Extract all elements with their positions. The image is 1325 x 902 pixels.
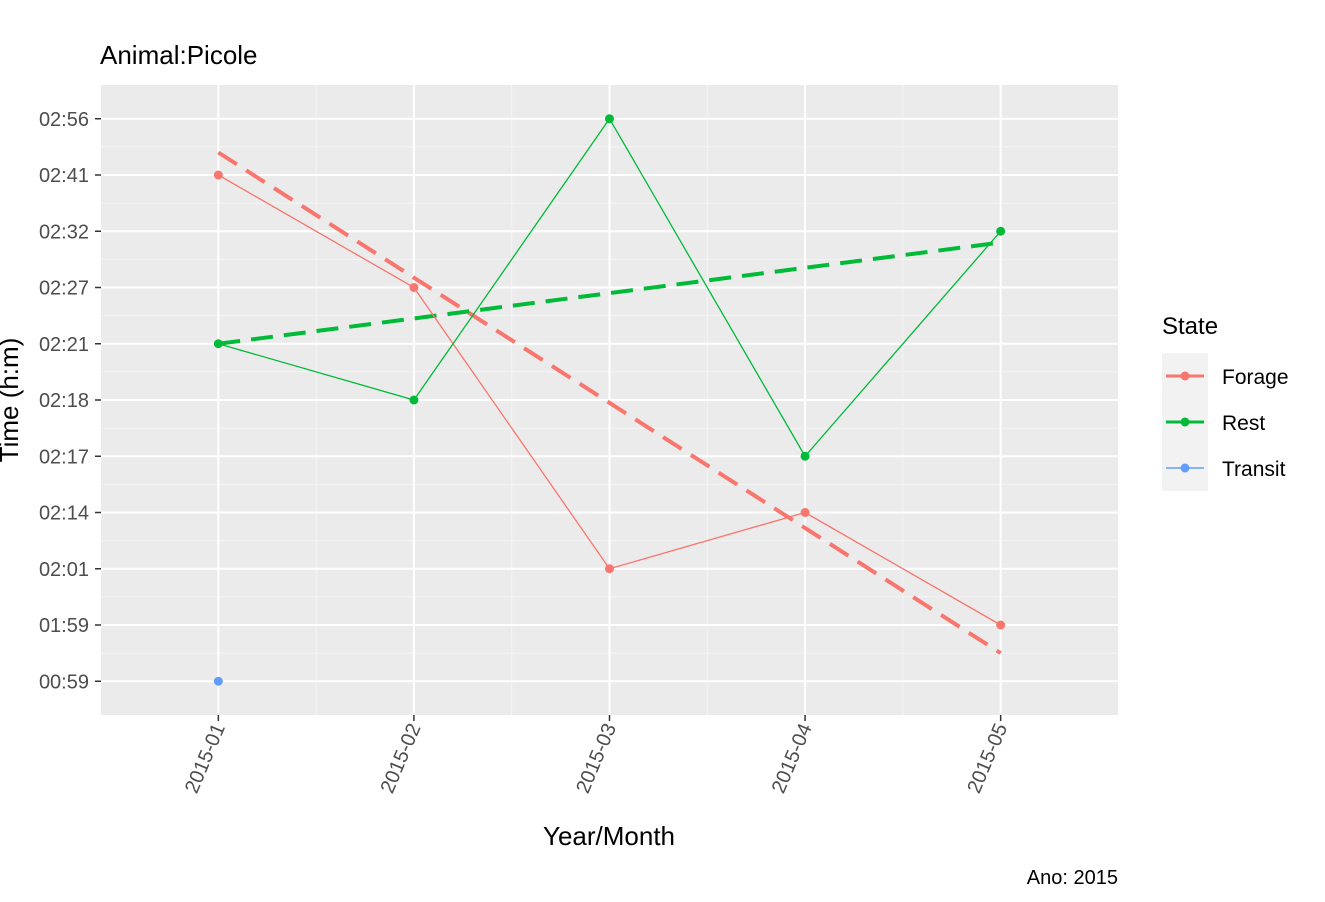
y-tick-label: 02:01 (39, 559, 89, 581)
x-tick-label: 2015-03 (572, 720, 621, 796)
y-tick-label: 02:21 (39, 334, 89, 356)
grid-lines (101, 85, 1118, 715)
y-tick-label: 02:14 (39, 503, 89, 525)
legend-key-point (1180, 417, 1190, 427)
data-point-forage (800, 508, 810, 517)
y-tick-label: 01:59 (39, 615, 89, 637)
legend: State Forage Rest Transit (1162, 313, 1289, 491)
chart-title: Animal:Picole (100, 40, 258, 70)
x-axis: 2015-01 2015-02 2015-03 2015-04 2015-05 (181, 715, 1012, 797)
y-axis-title: Time (h:m) (0, 338, 24, 463)
x-tick-label: 2015-01 (181, 720, 230, 796)
data-point-forage (996, 620, 1006, 630)
y-axis: 00:59 01:59 02:01 02:14 02:17 02:18 02:21 02:27… (39, 109, 101, 693)
data-point-forage (605, 564, 614, 574)
y-tick-label: 02:17 (39, 446, 89, 468)
legend-label: Forage (1222, 366, 1289, 389)
legend-key-point (1180, 371, 1190, 381)
data-point-forage (409, 283, 419, 292)
data-point-forage (213, 170, 223, 180)
y-tick-label: 02:32 (39, 221, 89, 243)
legend-title: State (1162, 313, 1218, 340)
data-point-rest (996, 226, 1006, 236)
y-tick-label: 02:27 (39, 278, 89, 300)
x-tick-label: 2015-05 (963, 720, 1012, 796)
data-point-rest (800, 451, 810, 461)
data-point-rest (605, 114, 614, 124)
x-tick-label: 2015-02 (377, 720, 426, 796)
x-axis-title: Year/Month (543, 821, 675, 851)
trend-lines (217, 150, 1002, 655)
y-tick-label: 00:59 (39, 671, 89, 693)
x-tick-label: 2015-04 (768, 720, 817, 796)
legend-label: Transit (1222, 458, 1286, 481)
legend-key-point (1180, 463, 1190, 473)
series-points (213, 114, 1006, 686)
y-tick-label: 02:41 (39, 165, 89, 187)
data-point-transit (213, 676, 223, 686)
data-point-rest (409, 395, 419, 405)
caption: Ano: 2015 (1027, 867, 1118, 889)
trend-line-forage (217, 150, 1002, 655)
data-point-rest (213, 339, 223, 349)
y-tick-label: 02:18 (39, 390, 89, 412)
y-tick-label: 02:56 (39, 109, 89, 131)
legend-label: Rest (1222, 412, 1265, 435)
